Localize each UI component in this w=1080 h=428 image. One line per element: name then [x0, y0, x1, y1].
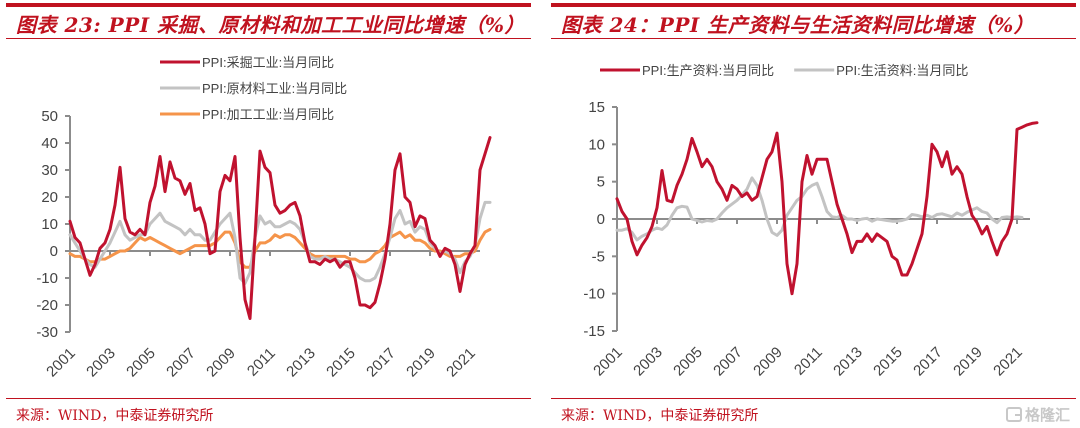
x-tick-label: 2001: [43, 345, 79, 381]
legend-label: PPI:加工工业:当月同比: [202, 107, 334, 122]
series-line-1: [68, 136, 492, 320]
y-tick-label: 30: [41, 162, 58, 179]
legend-label: PPI:生活资料:当月同比: [836, 63, 968, 78]
legend-label: PPI:生产资料:当月同比: [642, 63, 774, 78]
y-tick-label: 20: [41, 189, 58, 206]
legend: PPI:采掘工业:当月同比 PPI:原材料工业:当月同比 PPI:加工工业:当月同比: [160, 55, 347, 122]
x-tick-label: 2017: [363, 345, 399, 381]
y-tick-label: -20: [36, 297, 58, 314]
y-tick-label: 10: [41, 216, 58, 233]
x-tick-label: 2007: [163, 345, 199, 381]
x-tick-label: 2009: [203, 345, 239, 381]
y-tick-label: 0: [50, 243, 58, 260]
watermark-text: 格隆汇: [1024, 407, 1070, 424]
footer-divider: [6, 398, 531, 399]
y-tick-label: 10: [588, 136, 605, 153]
series-line-1: [615, 121, 1039, 296]
y-tick-label: 5: [597, 174, 605, 191]
chart-1: 50 40 30 20 10 0 -10 -20 -30 2001 2003 2005 2007 2009…: [36, 55, 492, 381]
legend-label: PPI:采掘工业:当月同比: [202, 55, 334, 70]
x-tick-label: 2013: [283, 345, 319, 381]
y-tick-label: 50: [41, 108, 58, 125]
header-bar: [6, 3, 531, 7]
x-tick-label: 2005: [123, 345, 159, 381]
title-divider: [6, 38, 531, 39]
legend-label: PPI:原材料工业:当月同比: [202, 81, 347, 96]
y-tick-label: 0: [597, 211, 605, 228]
x-tick-label: 2013: [830, 344, 866, 380]
y-tick-label: -10: [36, 270, 58, 287]
x-tick-label: 2011: [244, 345, 279, 380]
y-tick-label: 40: [41, 135, 58, 152]
y-tick-label: -30: [36, 324, 58, 341]
source-note: 来源：WIND，中泰证券研究所: [561, 408, 759, 424]
title-divider: [551, 38, 1076, 39]
series-line-2: [68, 200, 492, 285]
x-tick-label: 2019: [403, 345, 439, 381]
header-bar: [551, 3, 1076, 7]
x-tick-label: 2007: [710, 344, 746, 380]
x-tick-label: 2005: [670, 344, 706, 380]
x-tick-label: 2003: [83, 345, 119, 381]
source-note: 来源：WIND，中泰证券研究所: [16, 408, 214, 424]
y-tick-label: -10: [583, 286, 605, 303]
right-chart-panel: 图表 24：PPI 生产资料与生活资料同比增速（%） 来源：WIND，中泰证券研…: [545, 0, 1080, 428]
logo-icon: [1005, 407, 1022, 422]
x-tick-label: 2003: [630, 344, 666, 380]
x-tick-label: 2021: [990, 344, 1026, 380]
y-tick-label: -15: [583, 323, 605, 340]
x-tick-label: 2009: [750, 344, 786, 380]
left-chart-panel: 图表 23: PPI 采掘、原材料和加工工业同比增速（%） 来源：WIND，中泰…: [0, 0, 535, 428]
x-tick-label: 2021: [443, 345, 479, 381]
footer-divider: [551, 398, 1076, 399]
y-tick-label: 15: [588, 99, 605, 116]
legend: PPI:生产资料:当月同比 PPI:生活资料:当月同比: [600, 63, 968, 78]
x-tick-label: 2001: [590, 344, 626, 380]
x-tick-label: 2017: [910, 344, 946, 380]
chart-title: 图表 24：PPI 生产资料与生活资料同比增速（%）: [561, 13, 1035, 37]
x-tick-label: 2015: [870, 344, 906, 380]
series-line-2: [615, 176, 1024, 242]
watermark-logo: 格隆汇: [1005, 404, 1070, 425]
x-tick-label: 2011: [791, 344, 826, 379]
x-tick-label: 2019: [950, 344, 986, 380]
y-tick-label: -5: [592, 248, 605, 265]
series-line-3: [68, 227, 492, 269]
chart-title: 图表 23: PPI 采掘、原材料和加工工业同比增速（%）: [16, 13, 526, 37]
x-tick-label: 2015: [323, 345, 359, 381]
